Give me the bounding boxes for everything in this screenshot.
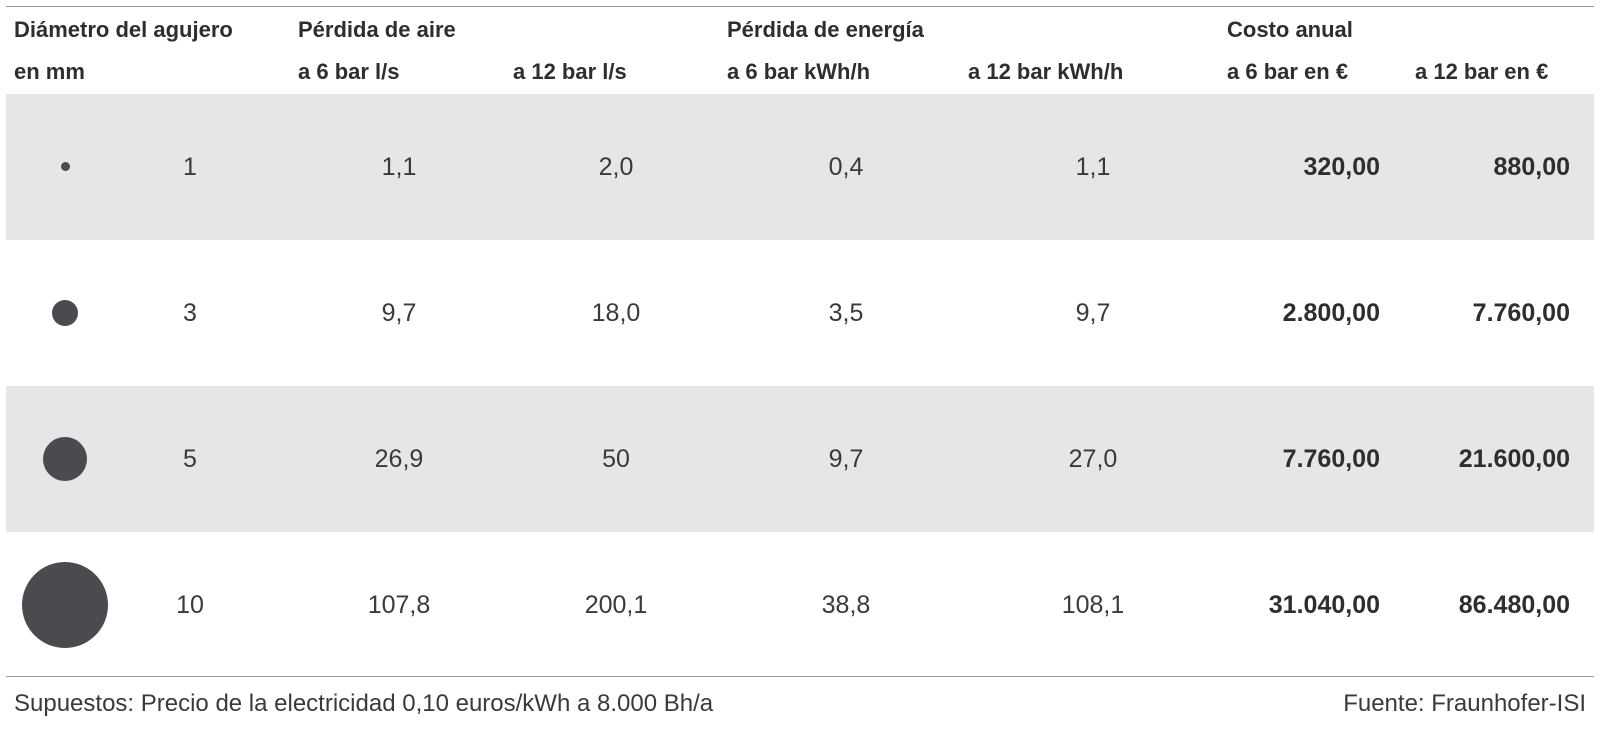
header-air-loss: Pérdida de aire: [298, 17, 456, 42]
cell-air-12bar: 200,1: [584, 591, 648, 619]
header-energy-12bar: a 12 bar kWh/h: [968, 59, 1124, 84]
header-energy-loss: Pérdida de energía: [727, 17, 924, 42]
hole-size-dot-icon: [52, 300, 78, 326]
cell-cost-12bar: 880,00: [1493, 153, 1570, 181]
cell-diameter: 1: [183, 153, 197, 181]
cell-diameter: 3: [183, 299, 197, 327]
cell-air-6bar: 9,7: [381, 299, 417, 327]
cell-air-6bar: 1,1: [381, 153, 417, 181]
cell-diameter: 5: [183, 445, 197, 473]
header-diameter-line1: Diámetro del agujero: [14, 17, 233, 42]
hole-size-dot-icon: [61, 162, 70, 171]
header-air-12bar: a 12 bar l/s: [513, 59, 627, 84]
table-row: 10 107,8 200,1 38,8 108,1 31.040,00 86.4…: [6, 532, 1594, 678]
cell-air-12bar: 2,0: [598, 153, 634, 181]
table-row: 3 9,7 18,0 3,5 9,7 2.800,00 7.760,00: [6, 240, 1594, 386]
hole-size-dot-icon: [43, 437, 87, 481]
header-annual-cost: Costo anual: [1227, 17, 1353, 42]
cell-cost-12bar: 86.480,00: [1458, 591, 1570, 619]
cell-energy-6bar: 0,4: [828, 153, 864, 181]
cell-energy-6bar: 38,8: [821, 591, 871, 619]
cell-air-12bar: 50: [602, 445, 630, 473]
cell-air-6bar: 26,9: [374, 445, 424, 473]
cell-energy-6bar: 3,5: [828, 299, 864, 327]
table-bottom-rule: [6, 676, 1594, 677]
header-diameter-line2: en mm: [14, 59, 85, 84]
cell-air-6bar: 107,8: [367, 591, 431, 619]
table-row: 5 26,9 50 9,7 27,0 7.760,00 21.600,00: [6, 386, 1594, 532]
cell-energy-12bar: 9,7: [1075, 299, 1111, 327]
cell-cost-6bar: 7.760,00: [1282, 445, 1380, 473]
cell-cost-6bar: 2.800,00: [1282, 299, 1380, 327]
cell-cost-12bar: 21.600,00: [1458, 445, 1570, 473]
cell-diameter: 10: [176, 591, 204, 619]
cell-energy-12bar: 1,1: [1075, 153, 1111, 181]
cell-cost-12bar: 7.760,00: [1472, 299, 1570, 327]
footnote-assumptions: Supuestos: Precio de la electricidad 0,1…: [14, 690, 714, 717]
cell-energy-12bar: 27,0: [1068, 445, 1118, 473]
header-cost-12bar: a 12 bar en €: [1415, 59, 1549, 84]
hole-size-dot-icon: [22, 562, 108, 648]
cell-cost-6bar: 320,00: [1303, 153, 1380, 181]
header-air-6bar: a 6 bar l/s: [298, 59, 400, 84]
footnote-source: Fuente: Fraunhofer-ISI: [1343, 690, 1586, 717]
cell-energy-6bar: 9,7: [828, 445, 864, 473]
table-row: 1 1,1 2,0 0,4 1,1 320,00 880,00: [6, 94, 1594, 240]
cell-cost-6bar: 31.040,00: [1268, 591, 1380, 619]
header-cost-6bar: a 6 bar en €: [1227, 59, 1349, 84]
table-top-rule: [6, 6, 1594, 7]
cell-energy-12bar: 108,1: [1061, 591, 1125, 619]
header-energy-6bar: a 6 bar kWh/h: [727, 59, 871, 84]
cell-air-12bar: 18,0: [591, 299, 641, 327]
